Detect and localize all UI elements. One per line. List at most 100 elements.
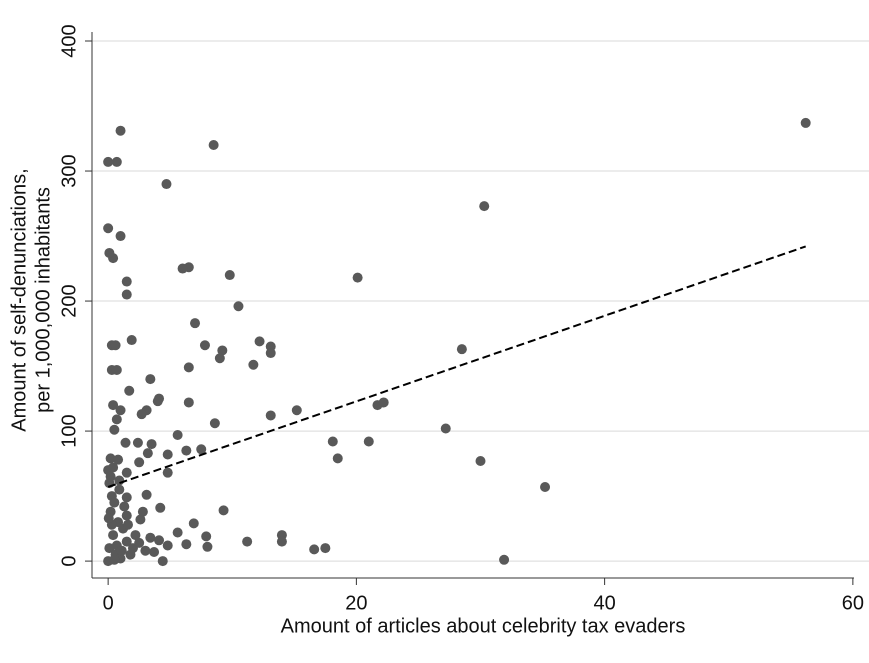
y-tick-label: 300 — [58, 154, 80, 187]
point — [218, 505, 229, 516]
y-axis-label: Amount of self-denunciations, — [8, 168, 30, 432]
point — [162, 449, 173, 460]
point — [233, 301, 244, 312]
y-tick-label: 100 — [58, 414, 80, 447]
point — [109, 497, 120, 508]
point — [115, 231, 126, 242]
point — [181, 539, 192, 550]
point — [352, 272, 363, 283]
point — [121, 510, 132, 521]
point — [199, 340, 210, 351]
point — [265, 348, 276, 359]
point — [209, 418, 220, 429]
point — [103, 513, 114, 524]
point — [499, 554, 510, 565]
point — [146, 439, 157, 450]
point — [177, 263, 188, 274]
fit-line — [107, 245, 807, 488]
point — [456, 344, 467, 355]
point — [121, 289, 132, 300]
point — [224, 270, 235, 281]
point — [104, 247, 115, 258]
point — [109, 554, 120, 565]
point — [183, 397, 194, 408]
point — [201, 531, 212, 542]
point — [242, 536, 253, 547]
point — [111, 414, 122, 425]
x-tick-label: 40 — [593, 592, 615, 614]
point — [202, 541, 213, 552]
point — [309, 544, 320, 555]
point — [140, 545, 151, 556]
point — [108, 530, 119, 541]
point — [114, 475, 125, 486]
point — [105, 453, 116, 464]
y-tick-label: 400 — [58, 24, 80, 57]
point — [111, 156, 122, 167]
point — [320, 543, 331, 554]
point — [134, 457, 145, 468]
point — [105, 471, 116, 482]
point — [254, 336, 265, 347]
point — [540, 481, 551, 492]
point — [161, 179, 172, 190]
point — [327, 436, 338, 447]
point — [114, 484, 125, 495]
point — [155, 502, 166, 513]
x-tick-label: 20 — [345, 592, 367, 614]
x-tick-label: 0 — [103, 592, 114, 614]
point — [363, 436, 374, 447]
point — [121, 536, 132, 547]
y-tick-label: 200 — [58, 284, 80, 317]
point — [137, 506, 148, 517]
point — [126, 335, 137, 346]
point — [181, 445, 192, 456]
point — [103, 156, 114, 167]
point — [121, 276, 132, 287]
point — [115, 125, 126, 136]
point — [265, 410, 276, 421]
point — [172, 527, 183, 538]
point — [332, 453, 343, 464]
point — [152, 396, 163, 407]
point — [188, 518, 199, 529]
point — [136, 409, 147, 420]
point — [111, 364, 122, 375]
point — [132, 437, 143, 448]
point — [109, 424, 120, 435]
point — [119, 501, 130, 512]
point — [120, 437, 131, 448]
point — [113, 454, 124, 465]
y-axis-label: per 1,000,000 inhabitants — [32, 187, 54, 413]
y-tick-label: 0 — [58, 556, 80, 567]
point — [122, 519, 133, 530]
point — [124, 385, 135, 396]
point — [172, 429, 183, 440]
point — [157, 556, 168, 567]
point — [115, 405, 126, 416]
point — [479, 201, 490, 212]
point — [440, 423, 451, 434]
point — [162, 540, 173, 551]
point — [141, 489, 152, 500]
point — [190, 318, 201, 329]
point — [145, 374, 156, 385]
point — [291, 405, 302, 416]
point — [248, 359, 259, 370]
point — [108, 400, 119, 411]
point — [116, 545, 127, 556]
point — [149, 546, 160, 557]
point — [125, 549, 136, 560]
point — [378, 397, 389, 408]
point — [134, 537, 145, 548]
point — [130, 530, 141, 541]
x-axis-label: Amount of articles about celebrity tax e… — [281, 615, 686, 637]
point — [196, 444, 207, 455]
point — [121, 467, 132, 478]
point — [121, 492, 132, 503]
x-tick-label: 60 — [842, 592, 864, 614]
point — [217, 345, 228, 356]
point — [475, 455, 486, 466]
